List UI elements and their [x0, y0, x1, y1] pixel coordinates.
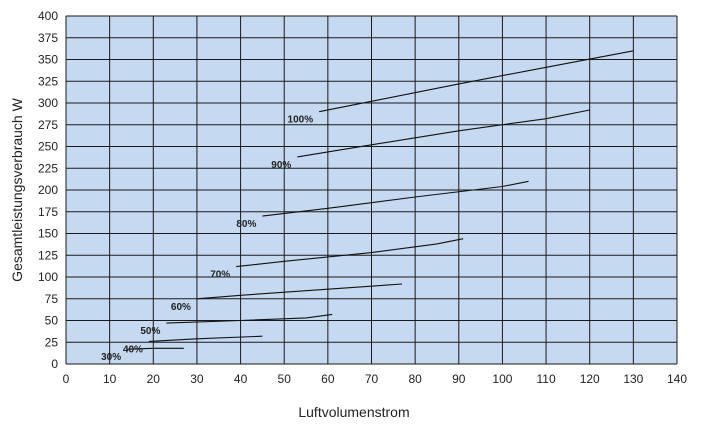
curve-30-percent — [127, 347, 184, 350]
y-tick-label: 275 — [38, 118, 58, 132]
x-tick-label: 70 — [365, 372, 379, 386]
y-tick-label: 0 — [51, 357, 58, 371]
x-tick-label: 20 — [147, 372, 161, 386]
curve-60-percent — [196, 283, 403, 300]
x-tick-label: 80 — [408, 372, 422, 386]
y-tick-label: 100 — [38, 270, 58, 284]
x-tick-label: 140 — [667, 372, 687, 386]
curve-label: 70% — [210, 270, 230, 281]
curve-50-percent — [166, 313, 333, 324]
y-tick-label: 200 — [38, 183, 58, 197]
x-tick-label: 110 — [537, 372, 556, 386]
y-tick-label: 50 — [45, 314, 59, 328]
x-tick-label: 30 — [190, 372, 204, 386]
x-tick-label: 0 — [63, 372, 70, 386]
curve-label: 90% — [271, 160, 291, 171]
curve-100-percent — [318, 50, 634, 113]
curves — [127, 50, 634, 350]
curve-label: 100% — [288, 115, 314, 126]
y-axis-title: Gesamtleistungsverbrauch W — [9, 97, 25, 281]
y-tick-label: 325 — [38, 74, 58, 88]
x-tick-label: 90 — [452, 372, 466, 386]
y-tick-label: 250 — [38, 140, 58, 154]
x-tick-label: 50 — [278, 372, 292, 386]
curve-label: 30% — [101, 352, 121, 363]
y-tick-label: 400 — [38, 9, 58, 23]
curve-80-percent — [262, 180, 529, 217]
x-tick-label: 120 — [580, 372, 600, 386]
x-tick-label: 100 — [492, 372, 512, 386]
y-tick-label: 225 — [38, 161, 58, 175]
y-tick-label: 125 — [38, 248, 58, 262]
curve-label: 50% — [140, 326, 160, 337]
y-tick-labels: 0 25 50 75 100 125 150 175 200 225 250 275 300 325 350… — [38, 9, 58, 371]
curve-70-percent — [236, 238, 464, 268]
curve-labels: 100% 90% 80% 70% 60% 50% 40%30% — [101, 115, 313, 364]
y-tick-label: 150 — [38, 227, 58, 241]
x-tick-label: 10 — [103, 372, 117, 386]
curve-90-percent — [297, 109, 590, 158]
curve-label: 80% — [236, 219, 256, 230]
y-tick-label: 75 — [45, 292, 59, 306]
curve-label: 60% — [171, 302, 191, 313]
y-tick-label: 25 — [45, 335, 59, 349]
horizontal-gridlines — [66, 15, 677, 365]
x-tick-labels: 0 10 20 30 40 50 60 70 80 90 100 110 120 130 140 — [63, 372, 688, 386]
x-tick-label: 130 — [623, 372, 643, 386]
curve-label: 40% — [123, 344, 143, 355]
x-tick-label: 40 — [234, 372, 248, 386]
x-tick-label: 60 — [321, 372, 335, 386]
y-tick-label: 375 — [38, 31, 58, 45]
y-tick-label: 175 — [38, 205, 58, 219]
y-tick-label: 300 — [38, 96, 58, 110]
x-axis-title: Luftvolumenstrom — [298, 404, 409, 420]
curve-40-percent — [148, 335, 263, 342]
y-tick-label: 350 — [38, 53, 58, 67]
